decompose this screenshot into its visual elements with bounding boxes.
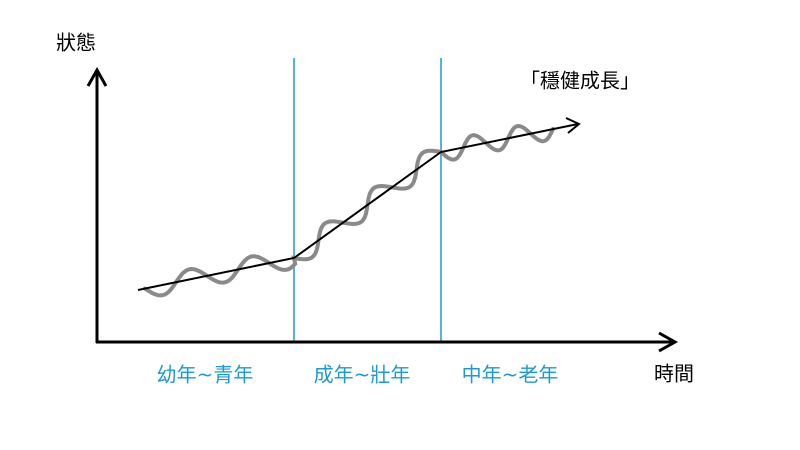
trend-arrow xyxy=(565,117,581,134)
fluctuation-curve xyxy=(143,123,555,298)
y-axis-label: 狀態 xyxy=(56,31,96,55)
stage-label: 成年~壯年 xyxy=(314,363,411,387)
x-axis-arrow xyxy=(658,331,679,353)
annotation: 「穩健成長」 xyxy=(520,69,640,93)
stage-label: 中年~老年 xyxy=(462,363,559,387)
y-axis-arrow xyxy=(86,66,108,87)
trend-line xyxy=(137,123,579,291)
stage-label: 幼年~青年 xyxy=(157,363,254,387)
x-axis-label: 時間 xyxy=(654,362,694,386)
